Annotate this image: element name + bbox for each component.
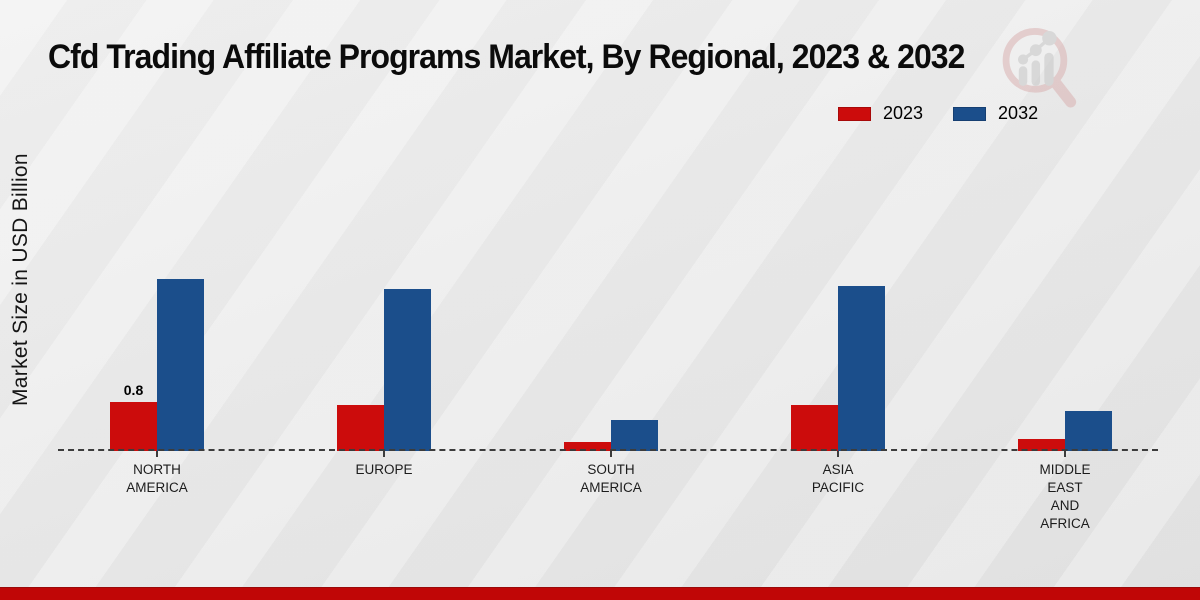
bar-2023-north-america bbox=[110, 402, 157, 451]
bar-value-label-north-america-2023: 0.8 bbox=[123, 382, 144, 398]
x-axis-category-label-middle-east-and-africa: MIDDLE EAST AND AFRICA bbox=[1039, 462, 1091, 531]
bar-2023-europe bbox=[337, 405, 384, 451]
y-axis-label: Market Size in USD Billion bbox=[9, 153, 32, 407]
x-axis-category-label-north-america: NORTH AMERICA bbox=[126, 462, 188, 495]
legend-label-2032: 2032 bbox=[998, 103, 1039, 123]
bar-2023-middle-east-and-africa bbox=[1018, 439, 1065, 451]
bar-2023-asia-pacific bbox=[791, 405, 838, 451]
legend-item-2032: 2032 bbox=[953, 103, 1038, 124]
legend-swatch-2032-icon bbox=[953, 106, 987, 121]
bar-2032-south-america bbox=[611, 420, 658, 451]
bar-2023-south-america bbox=[564, 442, 611, 451]
legend-swatch-2023-icon bbox=[838, 106, 871, 121]
x-axis-category-label-europe: EUROPE bbox=[355, 462, 413, 477]
chart-title: Cfd Trading Affiliate Programs Market, B… bbox=[48, 38, 965, 76]
bar-2032-asia-pacific bbox=[838, 286, 885, 451]
x-axis-category-label-south-america: SOUTH AMERICA bbox=[580, 462, 642, 495]
legend: 2023 2032 bbox=[838, 103, 1038, 124]
bar-2032-north-america bbox=[157, 279, 204, 451]
x-axis-tick-europe bbox=[383, 451, 385, 457]
legend-item-2023: 2023 bbox=[838, 103, 923, 124]
legend-label-2023: 2023 bbox=[883, 103, 924, 123]
footer-red-band bbox=[0, 587, 1200, 600]
bar-2032-middle-east-and-africa bbox=[1065, 411, 1112, 451]
magnifier-bar-chart-logo-icon bbox=[1002, 28, 1077, 108]
x-axis-category-label-asia-pacific: ASIA PACIFIC bbox=[811, 462, 865, 495]
x-axis-tick-south-america bbox=[610, 451, 612, 457]
x-axis-tick-north-america bbox=[156, 451, 158, 457]
x-axis-tick-middle-east-and-africa bbox=[1064, 451, 1066, 457]
x-axis-tick-asia-pacific bbox=[837, 451, 839, 457]
bar-2032-europe bbox=[384, 289, 431, 451]
x-axis-line bbox=[58, 449, 1158, 451]
